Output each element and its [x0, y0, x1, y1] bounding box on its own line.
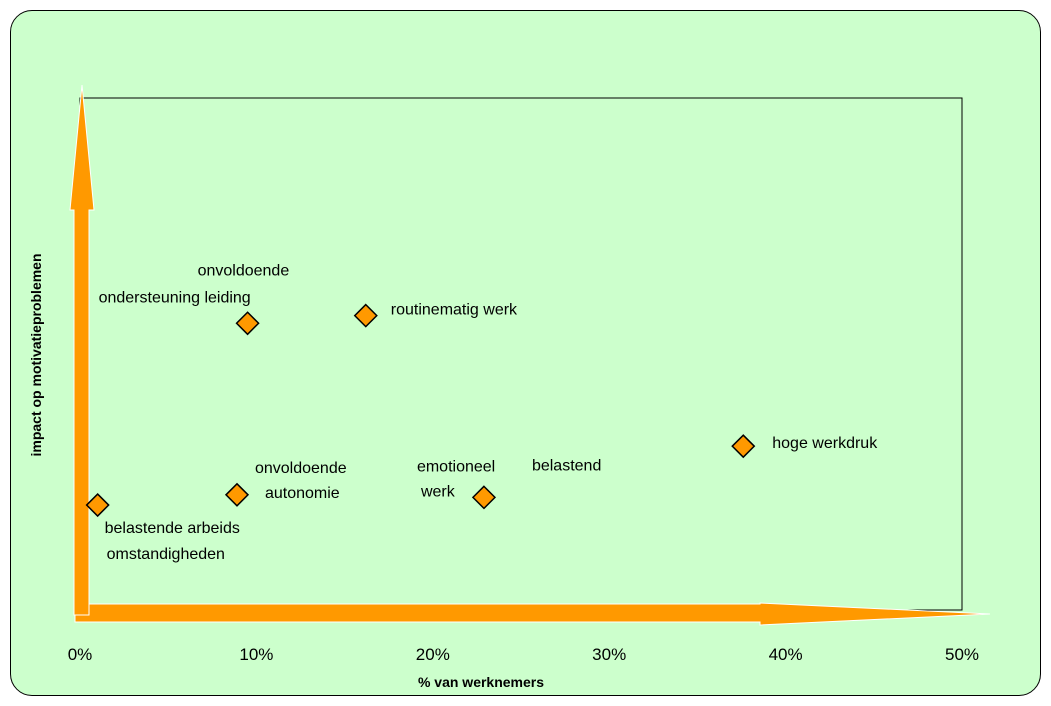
point-label-0-0: belastende arbeids	[105, 520, 240, 537]
data-point-3	[353, 303, 378, 328]
x-tick-label-2: 20%	[416, 645, 450, 664]
data-point-4	[471, 485, 497, 510]
x-tick-label-3: 30%	[592, 645, 626, 664]
point-labels: belastende arbeids omstandigheden onvoldoe…	[99, 262, 879, 563]
data-points	[85, 303, 756, 518]
x-tick-label-5: 50%	[945, 645, 979, 664]
data-point-1	[224, 482, 250, 507]
x-axis-title: % van werknemers	[418, 674, 544, 690]
point-label-0-1: omstandigheden	[107, 546, 225, 563]
data-point-0	[85, 492, 110, 518]
chart-frame	[10, 10, 1041, 696]
x-tick-label-1: 10%	[239, 645, 273, 664]
point-label-4-2: belastend	[532, 457, 601, 474]
data-point-5	[731, 434, 756, 459]
point-label-2-1: ondersteuning leiding	[99, 289, 251, 306]
point-label-1-0: onvoldoende	[255, 460, 347, 477]
point-label-1-1: autonomie	[265, 485, 340, 502]
data-point-2	[235, 311, 260, 336]
point-label-4-1: werk	[420, 483, 456, 500]
point-label-2-0: onvoldoende	[198, 262, 290, 279]
point-label-5-0: hoge werkdruk	[772, 435, 878, 452]
y-axis-title: impact op motivatieproblemen	[28, 253, 44, 456]
x-tick-label-4: 40%	[769, 645, 803, 664]
y-axis-arrow	[69, 84, 95, 616]
point-label-3-0: routinematig werk	[391, 302, 518, 319]
x-tick-label-0: 0%	[68, 645, 93, 664]
x-axis-arrow	[74, 602, 991, 626]
x-tick-labels: 0% 10% 20% 30% 40% 50%	[68, 645, 979, 664]
point-label-4-0: emotioneel	[417, 458, 495, 475]
axis-arrows	[69, 84, 991, 626]
